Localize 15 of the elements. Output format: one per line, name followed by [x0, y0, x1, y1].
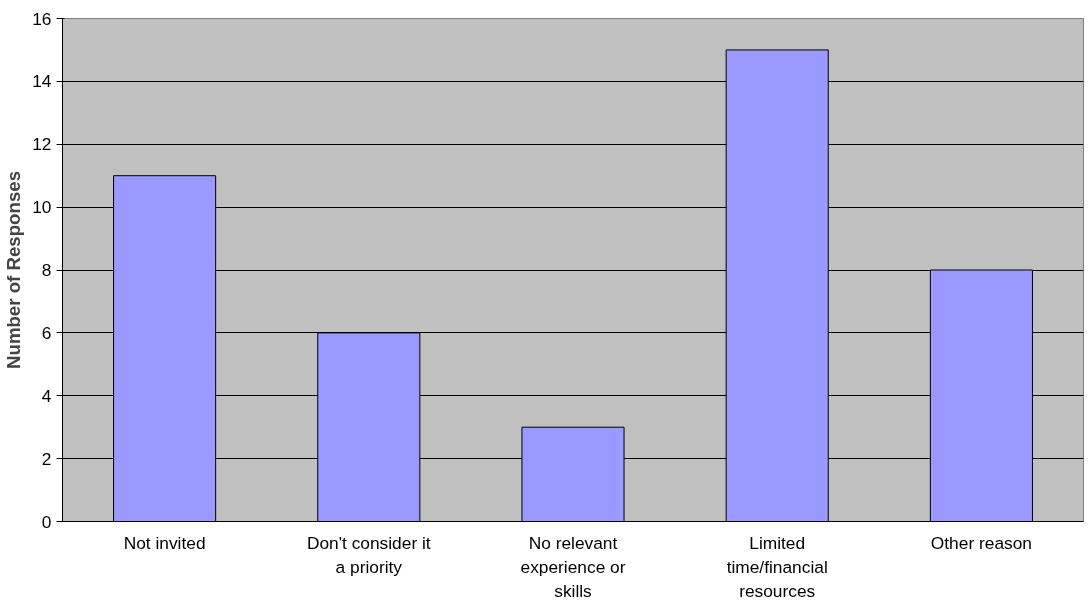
y-tick-label: 4: [41, 385, 52, 406]
y-tick-label: 2: [41, 448, 52, 469]
y-tick-label: 14: [32, 71, 52, 92]
x-tick-label: Not invited: [123, 532, 206, 553]
y-tick-label: 16: [32, 8, 52, 29]
y-tick-label: 0: [41, 511, 52, 532]
y-tick-label: 6: [41, 322, 52, 343]
y-tick-label: 10: [32, 197, 52, 218]
y-axis-title: Number of Responses: [3, 170, 25, 369]
y-tick-label: 12: [32, 134, 52, 155]
x-tick-label: No relevant experience or skills: [520, 532, 626, 601]
y-tick-label: 8: [41, 260, 52, 280]
x-tick-label: Don't consider it a priority: [306, 532, 431, 577]
x-tick-label: Other reason: [930, 532, 1032, 553]
x-tick-label: Limited time/financial resources: [726, 532, 828, 601]
